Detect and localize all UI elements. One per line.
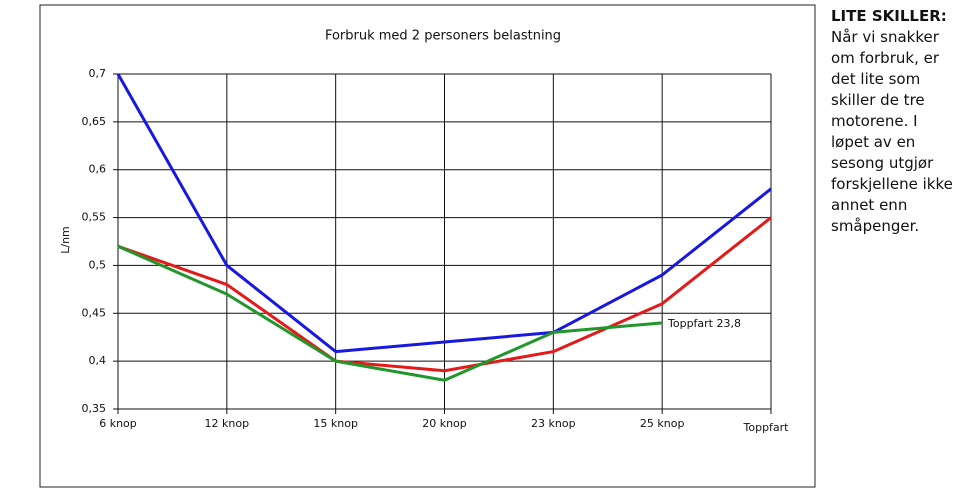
x-tick-label: 25 knop <box>640 417 685 430</box>
y-tick-label: 0,65 <box>82 115 107 128</box>
series-line <box>117 244 663 382</box>
chart: Forbruk med 2 personers belastning L/nm … <box>39 4 816 488</box>
y-tick-label: 0,55 <box>82 211 107 224</box>
x-tick-label: 23 knop <box>531 417 576 430</box>
annotation: Toppfart 23,8 <box>667 317 741 330</box>
sidebar-heading: LITE SKILLER: <box>831 7 947 25</box>
y-tick-label: 0,45 <box>82 306 107 319</box>
x-tick-label: 6 knop <box>99 417 137 430</box>
y-axis-label: L/nm <box>59 226 72 254</box>
chart-title: Forbruk med 2 personers belastning <box>325 29 561 44</box>
y-tick-label: 0,4 <box>89 354 107 367</box>
sidebar-text: Når vi snakker om forbruk, er det lite s… <box>831 28 953 235</box>
x-tick-label: Toppfart <box>743 421 790 434</box>
series-line <box>117 216 772 373</box>
x-tick-label: 15 knop <box>313 417 358 430</box>
x-tick-label: 20 knop <box>422 417 467 430</box>
x-tick-label: 12 knop <box>205 417 250 430</box>
y-tick-label: 0,7 <box>89 67 107 80</box>
y-tick-label: 0,35 <box>82 402 107 415</box>
y-tick-label: 0,5 <box>89 258 107 271</box>
series-line <box>116 73 772 354</box>
sidebar: LITE SKILLER: Når vi snakker om forbruk,… <box>831 6 971 237</box>
y-tick-label: 0,6 <box>89 163 107 176</box>
chart-frame <box>39 4 816 488</box>
